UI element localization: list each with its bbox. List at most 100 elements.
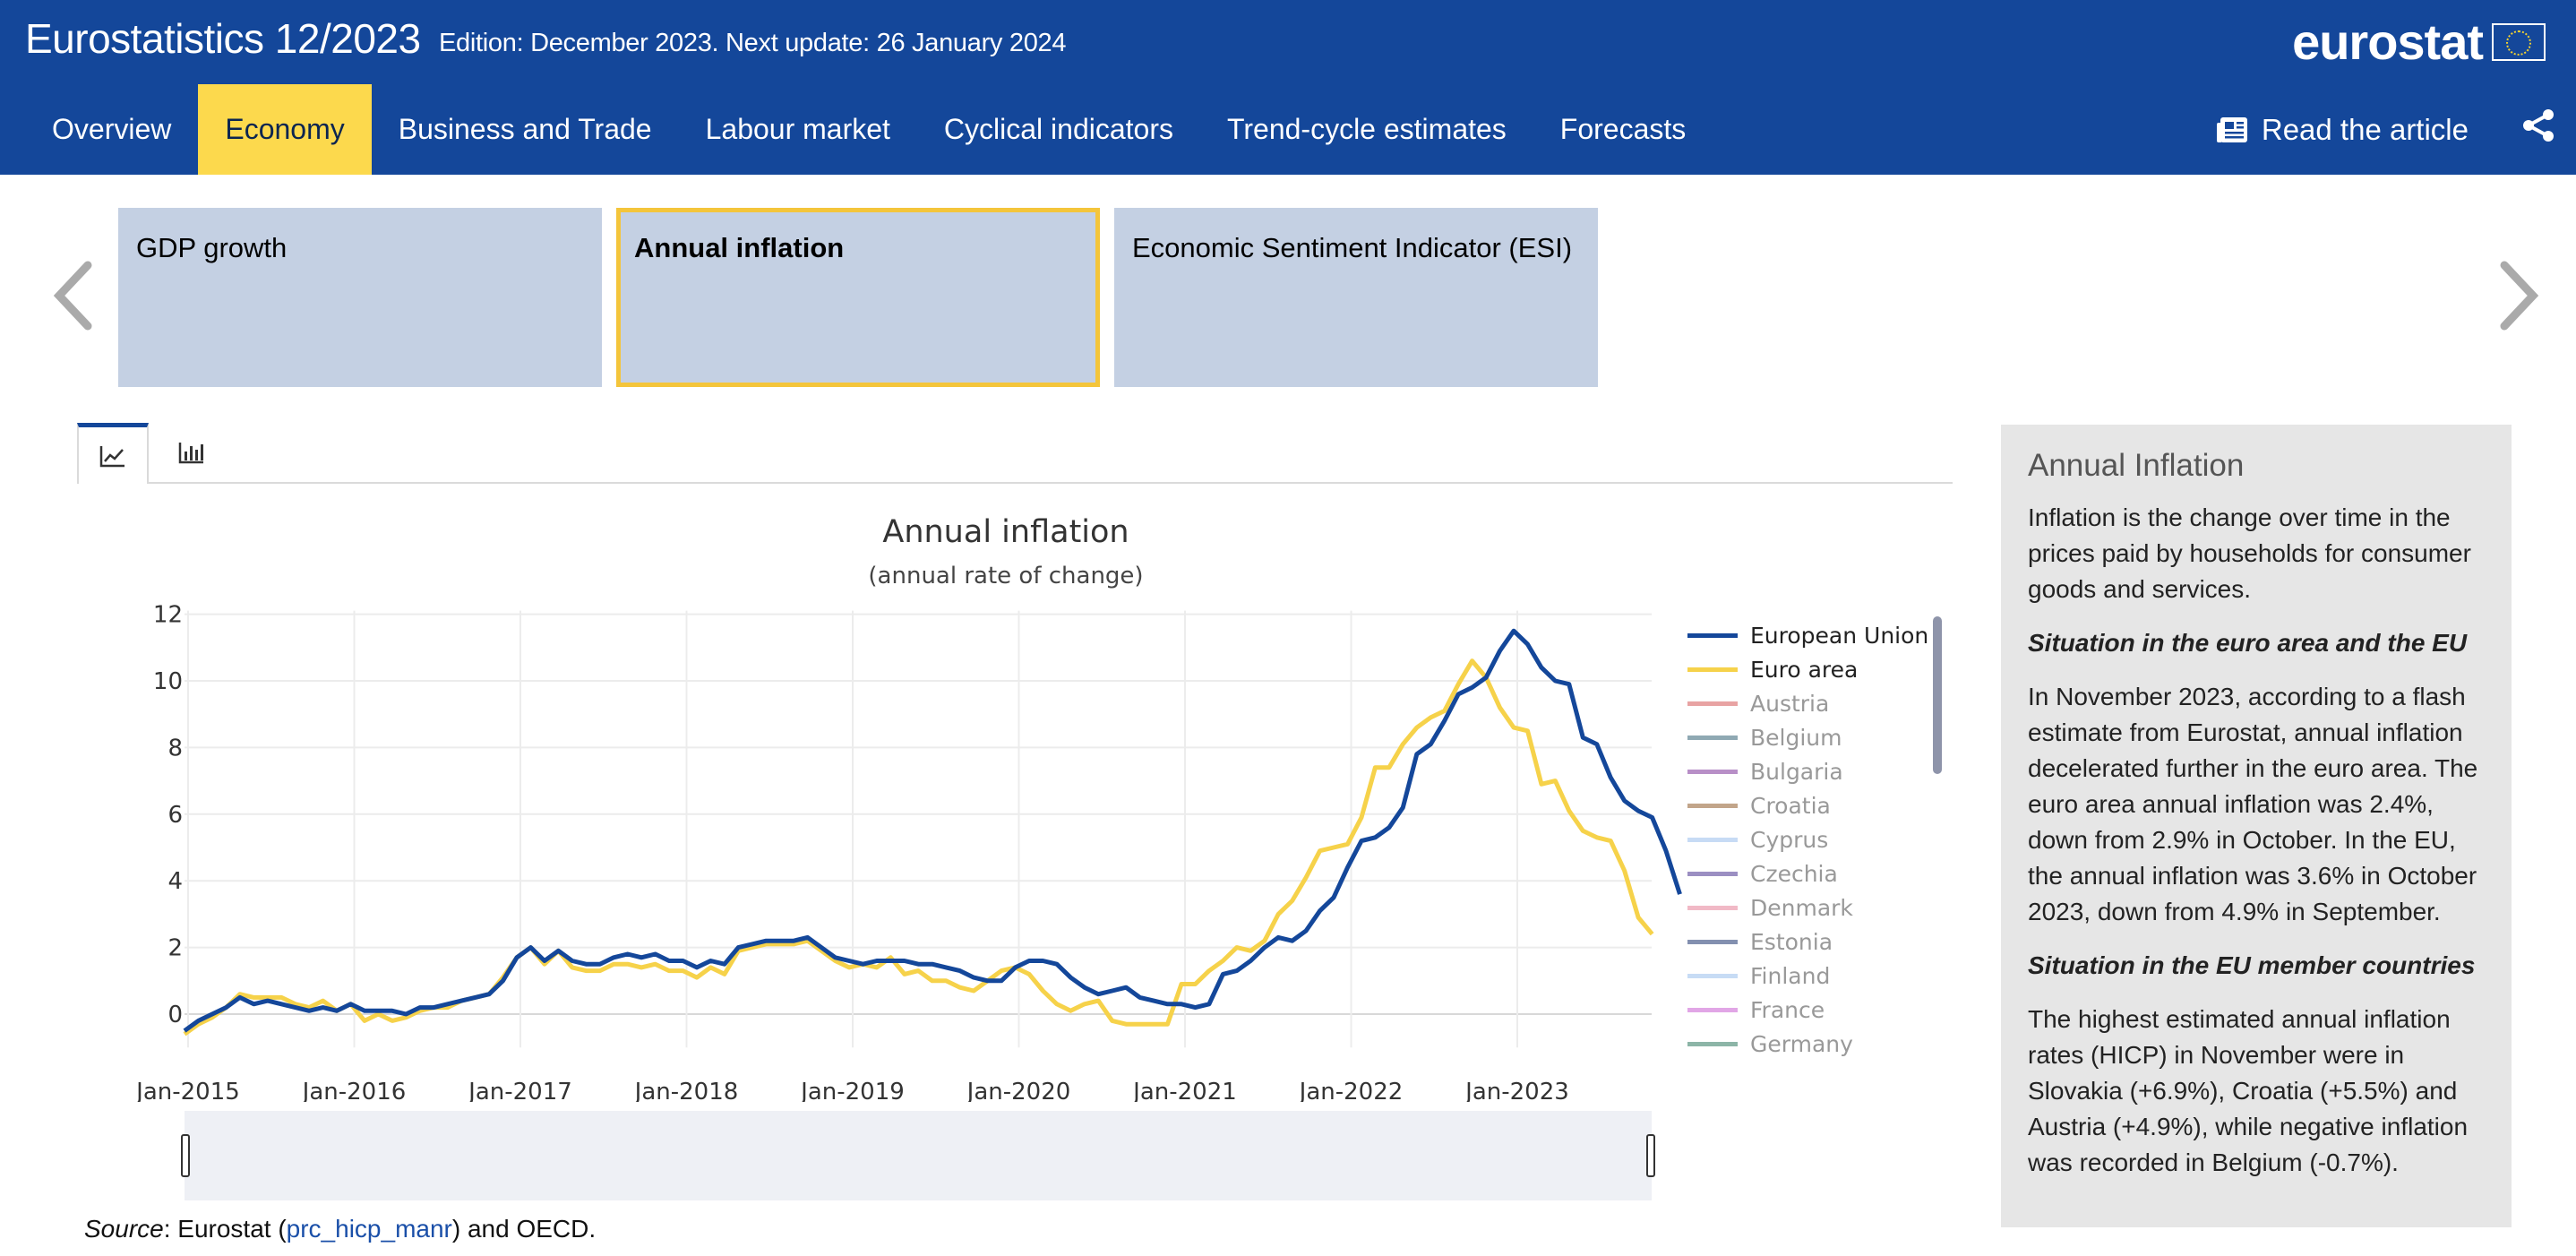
y-tick-label: 2 (167, 935, 183, 962)
source-link[interactable]: prc_hicp_manr (286, 1215, 452, 1243)
legend-item-estonia[interactable]: Estonia (1687, 925, 1928, 959)
card-economic-sentiment-indicator[interactable]: Economic Sentiment Indicator (ESI) (1114, 208, 1598, 387)
source-note: Source: Eurostat (prc_hicp_manr) and OEC… (84, 1215, 596, 1243)
series-line-european-union[interactable] (183, 628, 1682, 1033)
chart-title: Annual inflation (882, 514, 1129, 550)
nav-overview[interactable]: Overview (52, 113, 172, 145)
chart-legend: European Union Euro area Austria Belgium Bul… (1687, 618, 1928, 1061)
edition-info: Edition: December 2023. Next update: 26 … (439, 29, 1067, 57)
panel-paragraph-member-countries: The highest estimated annual inflation r… (2028, 1005, 2469, 1176)
legend-label: Bulgaria (1750, 758, 1843, 785)
range-handle-right[interactable] (1646, 1134, 1655, 1177)
legend-item-czechia[interactable]: Czechia (1687, 856, 1928, 890)
legend-label: Denmark (1750, 894, 1853, 921)
legend-label: Czechia (1750, 860, 1838, 887)
eurostat-logo[interactable]: eurostat (2292, 13, 2546, 71)
source-suffix: ) and OECD. (451, 1215, 597, 1243)
legend-item-euro-area[interactable]: Euro area (1687, 652, 1928, 686)
legend-swatch (1687, 667, 1738, 672)
legend-label: Croatia (1750, 792, 1831, 819)
legend-swatch (1687, 632, 1738, 638)
carousel-next-icon[interactable] (2495, 260, 2540, 331)
legend-swatch (1687, 871, 1738, 876)
nav-business-and-trade[interactable]: Business and Trade (398, 113, 652, 145)
x-tick-label: Jan-2016 (301, 1079, 407, 1102)
panel-paragraph-euro-area: In November 2023, according to a flash e… (2028, 683, 2478, 925)
legend-item-belgium[interactable]: Belgium (1687, 720, 1928, 754)
x-tick-label: Jan-2020 (966, 1079, 1071, 1102)
panel-heading-euro-area: Situation in the euro area and the EU (2028, 629, 2468, 657)
y-tick-label: 4 (167, 868, 183, 895)
legend-item-finland[interactable]: Finland (1687, 959, 1928, 993)
y-tick-label: 10 (153, 668, 183, 695)
inflation-line-chart: 0 2 4 6 8 10 12 Jan-2015 Jan-2016 Jan-2017 Jan-201… (134, 602, 1682, 1102)
chart-subtitle: (annual rate of change) (868, 563, 1144, 589)
x-tick-label: Jan-2023 (1464, 1079, 1569, 1102)
legend-swatch (1687, 973, 1738, 978)
read-article-label: Read the article (2261, 112, 2469, 146)
legend-item-croatia[interactable]: Croatia (1687, 788, 1928, 822)
legend-label: Belgium (1750, 724, 1842, 751)
y-tick-label: 12 (153, 602, 183, 629)
legend-swatch (1687, 1007, 1738, 1012)
nav-economy[interactable]: Economy (198, 84, 372, 175)
x-tick-label: Jan-2017 (467, 1079, 572, 1102)
newspaper-icon (2216, 116, 2247, 142)
legend-swatch (1687, 735, 1738, 740)
legend-label: Austria (1750, 690, 1830, 717)
card-gdp-growth[interactable]: GDP growth (118, 208, 602, 387)
tab-bar-chart[interactable] (156, 423, 228, 482)
eu-flag-icon (2492, 22, 2546, 61)
legend-swatch (1687, 837, 1738, 842)
legend-swatch (1687, 769, 1738, 774)
legend-swatch (1687, 1041, 1738, 1046)
panel-intro: Inflation is the change over time in the… (2028, 503, 2471, 603)
y-tick-label: 0 (167, 1002, 183, 1028)
carousel-prev-icon[interactable] (52, 260, 97, 331)
series-line-euro-area[interactable] (183, 658, 1654, 1037)
x-tick-label: Jan-2015 (134, 1079, 240, 1102)
legend-label: Euro area (1750, 656, 1859, 683)
legend-item-austria[interactable]: Austria (1687, 686, 1928, 720)
nav-labour-market[interactable]: Labour market (705, 113, 890, 145)
x-tick-label: Jan-2022 (1298, 1079, 1404, 1102)
nav-forecasts[interactable]: Forecasts (1559, 113, 1687, 145)
legend-label: Estonia (1750, 928, 1833, 955)
panel-heading-member-countries: Situation in the EU member countries (2028, 951, 2476, 979)
line-chart-icon (99, 445, 125, 467)
nav-cyclical-indicators[interactable]: Cyclical indicators (943, 113, 1173, 145)
card-annual-inflation[interactable]: Annual inflation (616, 208, 1100, 387)
tab-line-chart[interactable] (77, 423, 149, 484)
legend-item-denmark[interactable]: Denmark (1687, 890, 1928, 925)
panel-title: Annual Inflation (2028, 448, 2245, 483)
nav-trend-cycle-estimates[interactable]: Trend-cycle estimates (1227, 113, 1507, 145)
read-article-button[interactable]: Read the article (2216, 84, 2469, 175)
legend-swatch (1687, 701, 1738, 706)
main-nav: Overview Economy Business and Trade Labo… (0, 84, 1713, 175)
legend-item-european-union[interactable]: European Union (1687, 618, 1928, 652)
tabs-divider (77, 482, 1953, 484)
x-tick-label: Jan-2018 (633, 1079, 739, 1102)
legend-swatch (1687, 939, 1738, 944)
legend-scrollbar[interactable] (1933, 616, 1942, 774)
range-slider[interactable] (181, 1111, 1655, 1200)
range-handle-left[interactable] (181, 1134, 190, 1177)
legend-label: Germany (1750, 1030, 1853, 1057)
share-icon[interactable] (2520, 108, 2556, 143)
logo-text: eurostat (2292, 13, 2484, 70)
legend-label: Finland (1750, 962, 1831, 989)
legend-item-france[interactable]: France (1687, 993, 1928, 1027)
x-tick-label: Jan-2021 (1131, 1079, 1237, 1102)
legend-item-bulgaria[interactable]: Bulgaria (1687, 754, 1928, 788)
legend-item-germany[interactable]: Germany (1687, 1027, 1928, 1061)
legend-label: Cyprus (1750, 826, 1829, 853)
source-text: : Eurostat ( (163, 1215, 287, 1243)
legend-item-cyprus[interactable]: Cyprus (1687, 822, 1928, 856)
y-tick-label: 8 (167, 735, 183, 761)
legend-swatch (1687, 803, 1738, 808)
x-tick-label: Jan-2019 (799, 1079, 905, 1102)
y-tick-label: 6 (167, 802, 183, 829)
legend-swatch (1687, 905, 1738, 910)
page-title: Eurostatistics 12/2023 (25, 15, 421, 62)
header-bar: Eurostatistics 12/2023 Edition: December… (0, 0, 2576, 175)
